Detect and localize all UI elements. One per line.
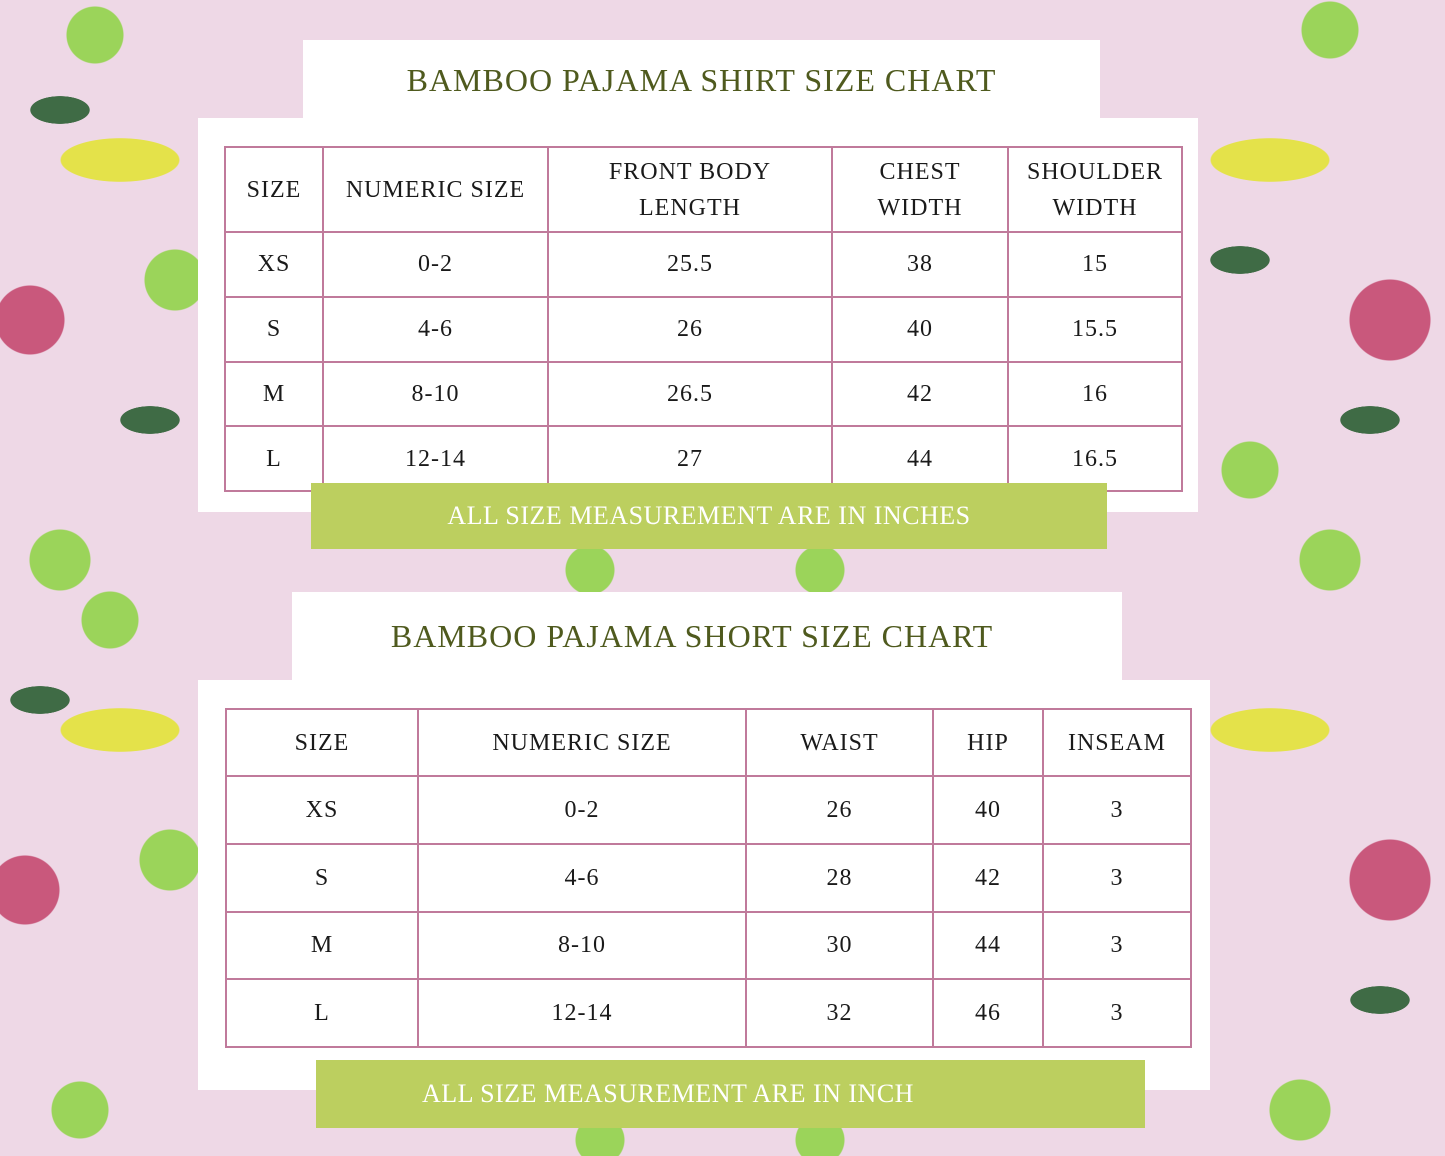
table-cell: 26 [745,775,934,845]
table-cell: 4-6 [417,842,747,913]
short-title-panel [292,592,1122,682]
table-row: S 4-6 26 40 15.5 [224,295,1183,363]
table-cell: 40 [932,775,1044,845]
shirt-chart-title: BAMBOO PAJAMA SHIRT SIZE CHART [406,61,997,98]
table-cell: 25.5 [547,231,833,298]
table-cell: 16 [1007,360,1183,428]
shirt-units-note: ALL SIZE MEASUREMENT ARE IN INCHES [311,483,1107,549]
table-cell: 15.5 [1007,295,1183,363]
table-row: M 8-10 30 44 3 [225,910,1192,981]
table-cell: 40 [831,295,1009,363]
table-cell: 0-2 [417,775,747,845]
table-cell: 28 [745,842,934,913]
header-cell: NUMERIC SIZE [417,708,747,777]
header-cell: SIZE [224,146,324,233]
table-row: L 12-14 27 44 16.5 [224,425,1183,492]
header-cell: HIP [932,708,1044,777]
table-cell: 32 [745,978,934,1048]
table-cell: L [225,978,419,1048]
table-cell: 4-6 [322,295,549,363]
shirt-title-panel [303,40,1100,120]
header-cell: WAIST [745,708,934,777]
table-cell: 8-10 [322,360,549,428]
header-cell: SHOULDER WIDTH [1007,146,1183,233]
short-size-table: SIZE NUMERIC SIZE WAIST HIP INSEAM XS 0-2… [225,708,1192,1048]
table-cell: 46 [932,978,1044,1048]
table-cell: S [224,295,324,363]
table-cell: 27 [547,425,833,492]
header-cell: NUMERIC SIZE [322,146,549,233]
table-cell: 15 [1007,231,1183,298]
table-cell: XS [225,775,419,845]
shirt-table-header: SIZE NUMERIC SIZE FRONT BODY LENGTH CHEST… [224,146,1183,233]
table-cell: 0-2 [322,231,549,298]
table-row: M 8-10 26.5 42 16 [224,360,1183,428]
short-units-note: ALL SIZE MEASUREMENT ARE IN INCH [316,1060,1145,1128]
header-cell: INSEAM [1042,708,1192,777]
table-cell: 26 [547,295,833,363]
shirt-size-table: SIZE NUMERIC SIZE FRONT BODY LENGTH CHEST… [224,146,1183,492]
table-row: XS 0-2 26 40 3 [225,775,1192,845]
table-cell: 30 [745,910,934,981]
table-cell: S [225,842,419,913]
table-cell: 42 [932,842,1044,913]
table-cell: XS [224,231,324,298]
table-cell: 3 [1042,978,1192,1048]
table-cell: 3 [1042,775,1192,845]
table-row: S 4-6 28 42 3 [225,842,1192,913]
table-row: L 12-14 32 46 3 [225,978,1192,1048]
table-cell: 3 [1042,910,1192,981]
table-cell: M [225,910,419,981]
table-cell: 3 [1042,842,1192,913]
table-cell: 16.5 [1007,425,1183,492]
header-cell: CHEST WIDTH [831,146,1009,233]
table-cell: 42 [831,360,1009,428]
table-cell: 12-14 [417,978,747,1048]
short-table-header: SIZE NUMERIC SIZE WAIST HIP INSEAM [225,708,1192,777]
table-cell: 44 [932,910,1044,981]
table-cell: 38 [831,231,1009,298]
header-cell: FRONT BODY LENGTH [547,146,833,233]
short-chart-title: BAMBOO PAJAMA SHORT SIZE CHART [390,617,994,654]
table-cell: 44 [831,425,1009,492]
table-cell: 8-10 [417,910,747,981]
table-cell: 12-14 [322,425,549,492]
table-cell: 26.5 [547,360,833,428]
table-cell: M [224,360,324,428]
table-cell: L [224,425,324,492]
table-row: XS 0-2 25.5 38 15 [224,231,1183,298]
header-cell: SIZE [225,708,419,777]
